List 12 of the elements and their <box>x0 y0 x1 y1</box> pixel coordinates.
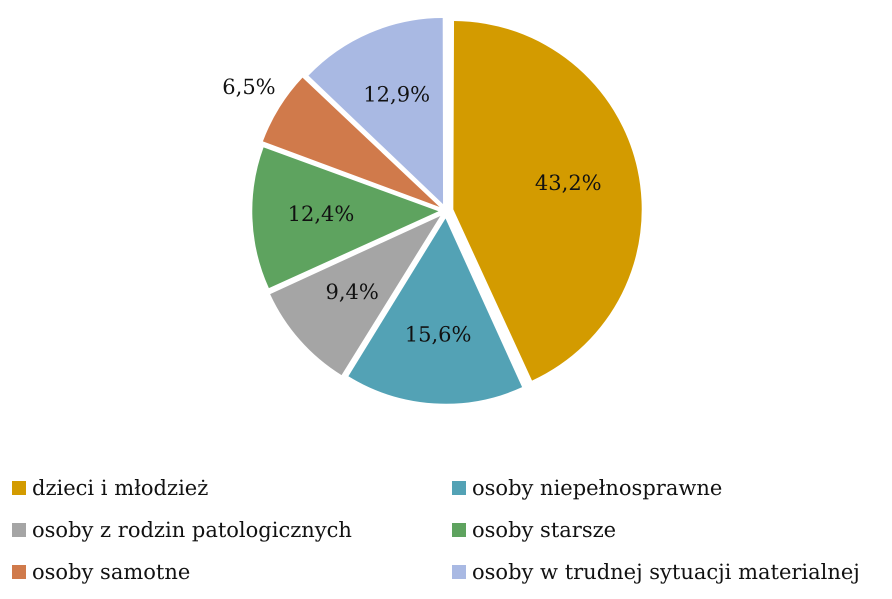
legend-label: osoby niepełnosprawne <box>472 476 722 500</box>
data-label: 43,2% <box>534 170 602 195</box>
data-label: 6,5% <box>222 74 276 99</box>
legend-label: osoby w trudnej sytuacji materialnej <box>472 560 860 584</box>
legend-label: osoby z rodzin patologicznych <box>32 518 352 542</box>
legend-label: osoby samotne <box>32 560 190 584</box>
data-label: 12,9% <box>363 82 430 106</box>
data-label: 9,4% <box>325 280 379 304</box>
data-label: 15,6% <box>404 322 472 346</box>
data-label: 12,4% <box>288 202 354 226</box>
legend-label: osoby starsze <box>472 518 616 542</box>
legend-label: dzieci i młodzież <box>32 476 208 500</box>
